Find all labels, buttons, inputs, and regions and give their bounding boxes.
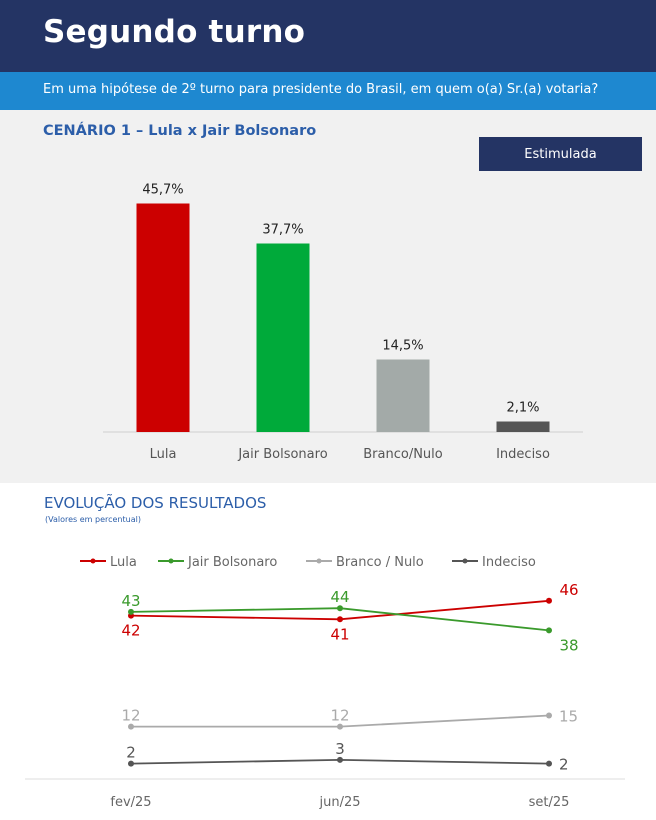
legend-indeciso: Indeciso xyxy=(482,555,536,570)
point-label-lula-set-25: 46 xyxy=(559,581,578,599)
bar-lula xyxy=(136,203,190,432)
legend-jair-bolsonaro: Jair Bolsonaro xyxy=(187,555,277,570)
point-jair-bolsonaro-jun-25 xyxy=(337,605,343,612)
header-banner: Segundo turno xyxy=(0,0,656,72)
bar-chart: 45,7% Lula 37,7% Jair Bolsonaro 14,5% Branco/… xyxy=(103,183,583,462)
bar-branco-nulo xyxy=(376,359,430,432)
point-branco-nulo-jun-25 xyxy=(337,723,343,730)
bar-value-indeciso: 2,1% xyxy=(506,401,539,416)
point-branco-nulo-set-25 xyxy=(546,712,552,719)
point-label-jair-bolsonaro-jun-25: 44 xyxy=(330,588,349,606)
point-lula-set-25 xyxy=(546,597,552,604)
scenario-panel: CENÁRIO 1 – Lula x Jair Bolsonaro Estimu… xyxy=(0,110,656,483)
point-label-branco-nulo-jun-25: 12 xyxy=(330,707,349,725)
x-tick-fev-25: fev/25 xyxy=(110,795,151,810)
point-label-branco-nulo-set-25: 15 xyxy=(559,708,578,726)
bar-indeciso xyxy=(496,421,550,432)
point-indeciso-set-25 xyxy=(546,760,552,767)
legend-marker-jair-bolsonaro xyxy=(168,558,174,564)
scenario-title: CENÁRIO 1 – Lula x Jair Bolsonaro xyxy=(43,123,317,139)
point-label-lula-jun-25: 41 xyxy=(330,625,349,643)
evolution-title: EVOLUÇÃO DOS RESULTADOS xyxy=(44,494,267,512)
bar-category-jair-bolsonaro: Jair Bolsonaro xyxy=(237,447,327,462)
point-label-indeciso-fev-25: 2 xyxy=(126,744,136,762)
bar-value-jair-bolsonaro: 37,7% xyxy=(262,223,303,238)
page-title: Segundo turno xyxy=(43,14,306,50)
legend-marker-lula xyxy=(90,558,96,564)
point-jair-bolsonaro-set-25 xyxy=(546,627,552,634)
bar-category-branco-nulo: Branco/Nulo xyxy=(363,447,443,462)
legend-marker-indeciso xyxy=(462,558,468,564)
point-label-indeciso-set-25: 2 xyxy=(559,756,569,774)
point-label-indeciso-jun-25: 3 xyxy=(335,740,345,758)
legend-branco-nulo: Branco / Nulo xyxy=(336,555,424,570)
bar-category-lula: Lula xyxy=(150,447,177,462)
bar-category-indeciso: Indeciso xyxy=(496,447,550,462)
x-tick-set-25: set/25 xyxy=(529,795,570,810)
legend-marker-branco-nulo xyxy=(316,558,322,564)
stimulated-badge: Estimulada xyxy=(479,137,642,171)
legend-lula: Lula xyxy=(110,555,137,570)
point-label-jair-bolsonaro-set-25: 38 xyxy=(559,636,578,654)
point-branco-nulo-fev-25 xyxy=(128,723,134,730)
point-lula-jun-25 xyxy=(337,616,343,623)
point-indeciso-jun-25 xyxy=(337,756,343,763)
x-tick-jun-25: jun/25 xyxy=(318,795,360,810)
point-label-branco-nulo-fev-25: 12 xyxy=(121,707,140,725)
bar-value-branco-nulo: 14,5% xyxy=(382,339,423,354)
point-indeciso-fev-25 xyxy=(128,760,134,767)
bar-value-lula: 45,7% xyxy=(142,183,183,198)
question-banner: Em uma hipótese de 2º turno para preside… xyxy=(0,72,656,110)
point-jair-bolsonaro-fev-25 xyxy=(128,608,134,615)
question-text: Em uma hipótese de 2º turno para preside… xyxy=(43,82,599,97)
point-label-jair-bolsonaro-fev-25: 43 xyxy=(121,592,140,610)
point-label-lula-fev-25: 42 xyxy=(121,622,140,640)
bar-jair-bolsonaro xyxy=(256,243,310,432)
evolution-subtitle: (Valores em percentual) xyxy=(45,515,141,524)
